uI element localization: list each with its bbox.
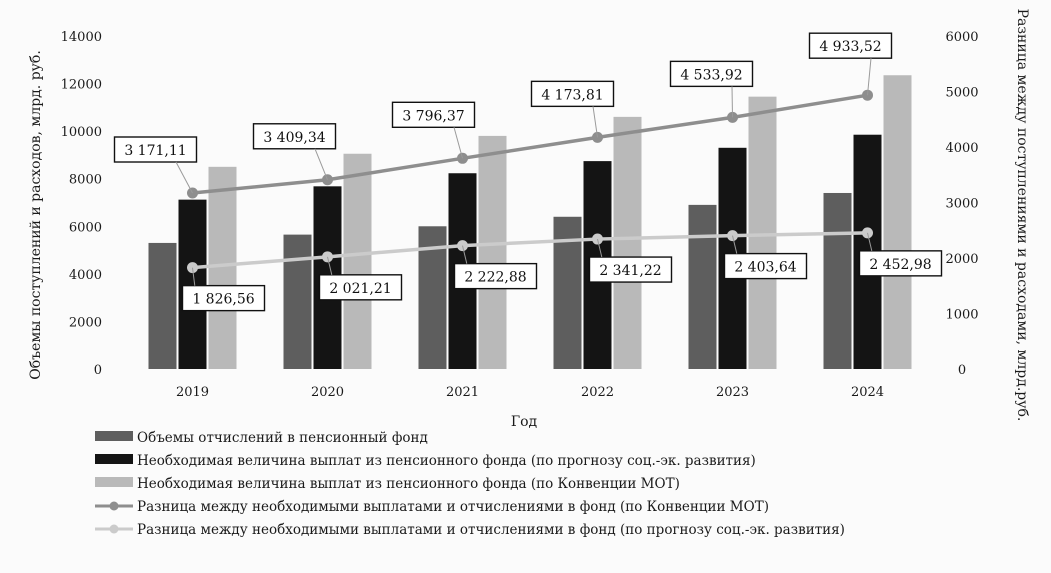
legend-swatch — [95, 477, 133, 487]
leader-line — [592, 106, 598, 138]
x-tick-label: 2023 — [716, 385, 749, 400]
y-tick-right: 1000 — [945, 308, 978, 323]
leader-line — [453, 127, 463, 159]
bar-3-2019 — [208, 166, 237, 369]
data-label: 4 173,81 — [541, 87, 603, 103]
bar-3-2023 — [748, 96, 777, 370]
y-tick-right: 0 — [958, 363, 966, 378]
x-axis-title: Год — [511, 414, 538, 430]
legend-label: Необходимая величина выплат из пенсионно… — [137, 476, 680, 492]
data-label-box — [318, 274, 403, 301]
data-label: 1 826,56 — [192, 292, 254, 308]
bar-2-2019 — [178, 199, 207, 369]
data-label: 3 171,11 — [124, 143, 186, 159]
legend-swatch — [95, 431, 133, 441]
y-tick-left: 14000 — [61, 30, 102, 45]
legend-swatch — [95, 454, 133, 464]
data-label-box — [669, 60, 754, 88]
data-labels-layer: 3 171,11 3 409,34 3 796,37 4 173,81 4 533,92… — [113, 32, 943, 312]
y-tick-left: 2000 — [69, 315, 102, 330]
y-tick-left: 10000 — [61, 125, 102, 140]
leader-line — [314, 148, 328, 180]
data-label: 3 409,34 — [263, 130, 325, 146]
data-label-box — [252, 123, 337, 150]
x-tick-label: 2021 — [446, 385, 479, 400]
legend-marker — [109, 524, 119, 534]
data-label-box — [453, 262, 538, 290]
leader-line — [327, 256, 333, 275]
axes-layer: Год Объемы поступлений и расходов, млрд.… — [28, 9, 1030, 430]
bar-3-2021 — [478, 135, 507, 369]
lines-layer — [187, 89, 873, 274]
y-tick-right: 5000 — [945, 86, 978, 101]
data-label-box — [808, 32, 893, 59]
line-series-2 — [192, 231, 868, 270]
data-label-box — [181, 284, 266, 312]
data-label: 4 533,92 — [680, 67, 742, 83]
x-tick-label: 2024 — [851, 385, 884, 400]
data-label-box — [391, 101, 476, 129]
bar-3-2022 — [613, 116, 642, 369]
data-label: 2 341,22 — [599, 263, 661, 279]
legend: Объемы отчислений в пенсионный фонд Необх… — [95, 430, 845, 538]
leader-line — [867, 58, 872, 96]
leader-line — [867, 232, 873, 251]
data-label-box — [530, 80, 615, 108]
leader-line — [597, 238, 603, 258]
legend-label: Необходимая величина выплат из пенсионно… — [137, 453, 756, 469]
bar-3-2024 — [883, 75, 912, 369]
y-tick-left: 0 — [94, 363, 102, 378]
data-label: 2 403,64 — [734, 260, 796, 276]
y-tick-left: 8000 — [69, 173, 102, 188]
legend-label: Объемы отчислений в пенсионный фонд — [137, 430, 428, 446]
bar-3-2020 — [343, 153, 372, 369]
bar-1-2019 — [148, 242, 177, 369]
y-tick-left: 4000 — [69, 268, 102, 283]
data-label: 3 796,37 — [402, 108, 464, 124]
data-label-box — [723, 252, 808, 280]
legend-label: Разница между необходимыми выплатами и о… — [137, 522, 845, 538]
data-label-box — [858, 250, 943, 277]
legend-label: Разница между необходимыми выплатами и о… — [137, 499, 769, 515]
leader-line — [175, 161, 193, 194]
data-label: 2 452,98 — [869, 257, 931, 273]
legend-marker — [109, 501, 119, 511]
bars-layer — [148, 75, 912, 370]
y-tick-right: 3000 — [945, 197, 978, 212]
y-tick-left: 12000 — [61, 78, 102, 93]
y-tick-right: 6000 — [945, 30, 978, 45]
data-label: 2 222,88 — [464, 270, 526, 286]
y-tick-right: 2000 — [945, 252, 978, 267]
leader-line — [732, 235, 738, 254]
y-axis-title-right: Разница между поступлениями и расходами,… — [1014, 9, 1030, 422]
data-label: 2 021,21 — [329, 281, 391, 297]
leader-line — [731, 86, 733, 118]
leader-line — [192, 267, 196, 286]
line-series-1 — [192, 93, 868, 195]
data-label-box — [588, 256, 673, 283]
bar-1-2024 — [823, 192, 852, 369]
x-tick-label: 2022 — [581, 385, 614, 400]
y-tick-right: 4000 — [945, 141, 978, 156]
data-label-box — [113, 136, 198, 163]
x-tick-label: 2019 — [176, 385, 209, 400]
data-label: 4 933,52 — [819, 39, 881, 55]
leader-line — [462, 245, 468, 264]
bar-1-2023 — [688, 204, 717, 369]
bar-1-2020 — [283, 234, 312, 369]
y-tick-left: 6000 — [69, 220, 102, 235]
x-tick-label: 2020 — [311, 385, 344, 400]
y-axis-title-left: Объемы поступлений и расходов, млрд. руб… — [28, 50, 44, 380]
